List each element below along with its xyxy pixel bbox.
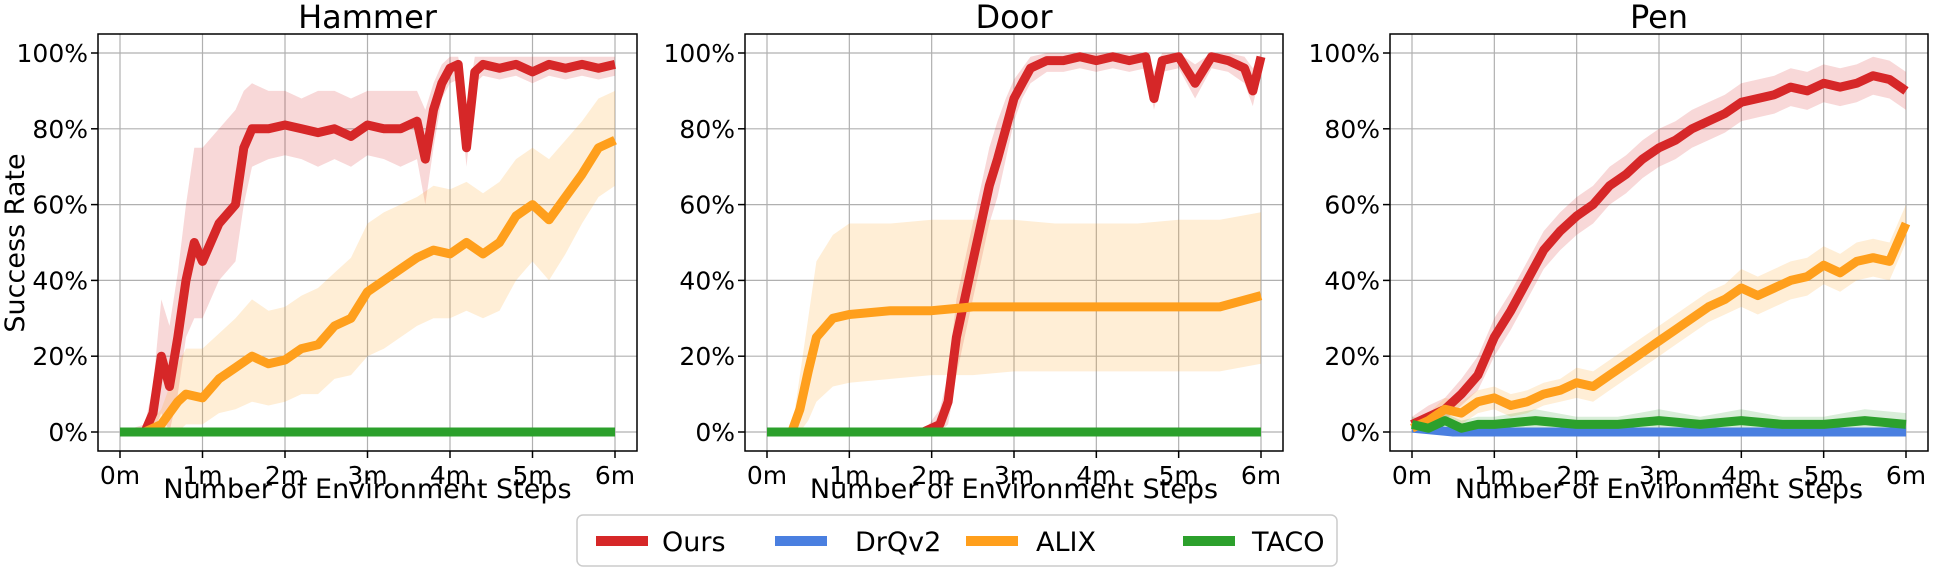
x-tick-label: 0m bbox=[747, 461, 787, 490]
series-line-ours bbox=[120, 59, 617, 437]
x-axis-label: Number of Environment Steps bbox=[810, 474, 1218, 505]
y-tick-label: 20% bbox=[679, 342, 735, 371]
y-axis-label: Success Rate bbox=[0, 153, 31, 332]
x-tick-label: 6m bbox=[1241, 461, 1281, 490]
y-tick-label: 80% bbox=[32, 115, 88, 144]
y-tick-label: 60% bbox=[679, 191, 735, 220]
series-line-ours bbox=[767, 52, 1266, 437]
chart-0: 0m 1m 2m 3m 4m 5m 6m 0% 20% 40% 60% 80% 100% Hammer Nu… bbox=[17, 0, 638, 505]
x-axis-label: Number of Environment Steps bbox=[163, 474, 571, 505]
x-tick-label: 1m bbox=[182, 461, 222, 490]
legend-item-drqv2: DrQv2 bbox=[775, 527, 941, 558]
series-line-alix bbox=[767, 291, 1263, 437]
x-axis-label: Number of Environment Steps bbox=[1455, 474, 1863, 505]
legend-frame bbox=[576, 514, 1338, 567]
legend-label: ALIX bbox=[1036, 527, 1096, 558]
y-tick-label: 80% bbox=[1324, 115, 1380, 144]
x-tick-label: 4m bbox=[1076, 461, 1116, 490]
legend-label: Ours bbox=[662, 527, 726, 558]
y-tick-label: 40% bbox=[679, 266, 735, 295]
x-tick-label: 0m bbox=[100, 461, 140, 490]
x-tick-label: 3m bbox=[347, 461, 387, 490]
series-line-alix bbox=[1410, 221, 1911, 433]
y-tick-label: 40% bbox=[1324, 266, 1380, 295]
x-tick-label: 5m bbox=[1159, 461, 1199, 490]
series-line-alix bbox=[120, 136, 617, 437]
x-tick-label: 5m bbox=[512, 461, 552, 490]
x-tick-label: 3m bbox=[1639, 461, 1679, 490]
chart-title: Pen bbox=[1630, 0, 1688, 36]
y-tick-label: 0% bbox=[1340, 418, 1380, 447]
y-tick-label: 40% bbox=[32, 266, 88, 295]
series-line-ours bbox=[1410, 71, 1909, 429]
y-tick-label: 80% bbox=[679, 115, 735, 144]
y-tick-label: 100% bbox=[664, 39, 735, 68]
y-tick-label: 100% bbox=[17, 39, 88, 68]
x-tick-label: 6m bbox=[595, 461, 635, 490]
x-tick-label: 6m bbox=[1886, 461, 1926, 490]
series-line-drqv2 bbox=[1411, 423, 1906, 437]
y-tick-label: 20% bbox=[1324, 342, 1380, 371]
y-tick-label: 100% bbox=[1309, 39, 1380, 68]
legend-item-ours: Ours bbox=[596, 527, 726, 558]
chart-title: Hammer bbox=[298, 0, 438, 36]
legend-item-taco: TACO bbox=[1183, 527, 1325, 558]
legend-label: TACO bbox=[1251, 527, 1325, 558]
legend-label: DrQv2 bbox=[855, 527, 941, 558]
chart-2: 0m 1m 2m 3m 4m 5m 6m 0% 20% 40% 60% 80% 100% Pen Numbe… bbox=[1309, 0, 1929, 505]
x-tick-label: 5m bbox=[1804, 461, 1844, 490]
x-tick-label: 2m bbox=[1557, 461, 1597, 490]
chart-title: Door bbox=[976, 0, 1054, 36]
series-line-taco bbox=[1410, 416, 1907, 433]
x-tick-label: 2m bbox=[265, 461, 305, 490]
y-tick-label: 20% bbox=[32, 342, 88, 371]
y-tick-label: 60% bbox=[1324, 191, 1380, 220]
x-tick-label: 4m bbox=[430, 461, 470, 490]
x-tick-label: 1m bbox=[829, 461, 869, 490]
y-tick-label: 0% bbox=[695, 418, 735, 447]
panels: 0m 1m 2m 3m 4m 5m 6m 0% 20% 40% 60% 80% 100% Hammer Nu… bbox=[17, 0, 1929, 505]
band-alix bbox=[120, 90, 615, 433]
band-alix bbox=[767, 212, 1261, 432]
x-tick-label: 4m bbox=[1721, 461, 1761, 490]
y-tick-label: 60% bbox=[32, 191, 88, 220]
legend: Ours DrQv2 ALIX TACO bbox=[576, 514, 1338, 567]
y-tick-label: 0% bbox=[48, 418, 88, 447]
x-tick-label: 2m bbox=[912, 461, 952, 490]
legend-item-alix: ALIX bbox=[966, 527, 1096, 558]
chart-1: 0m 1m 2m 3m 4m 5m 6m 0% 20% 40% 60% 80% 100% Door Numb… bbox=[664, 0, 1284, 505]
x-tick-label: 1m bbox=[1474, 461, 1514, 490]
x-tick-label: 0m bbox=[1392, 461, 1432, 490]
x-tick-label: 3m bbox=[994, 461, 1034, 490]
